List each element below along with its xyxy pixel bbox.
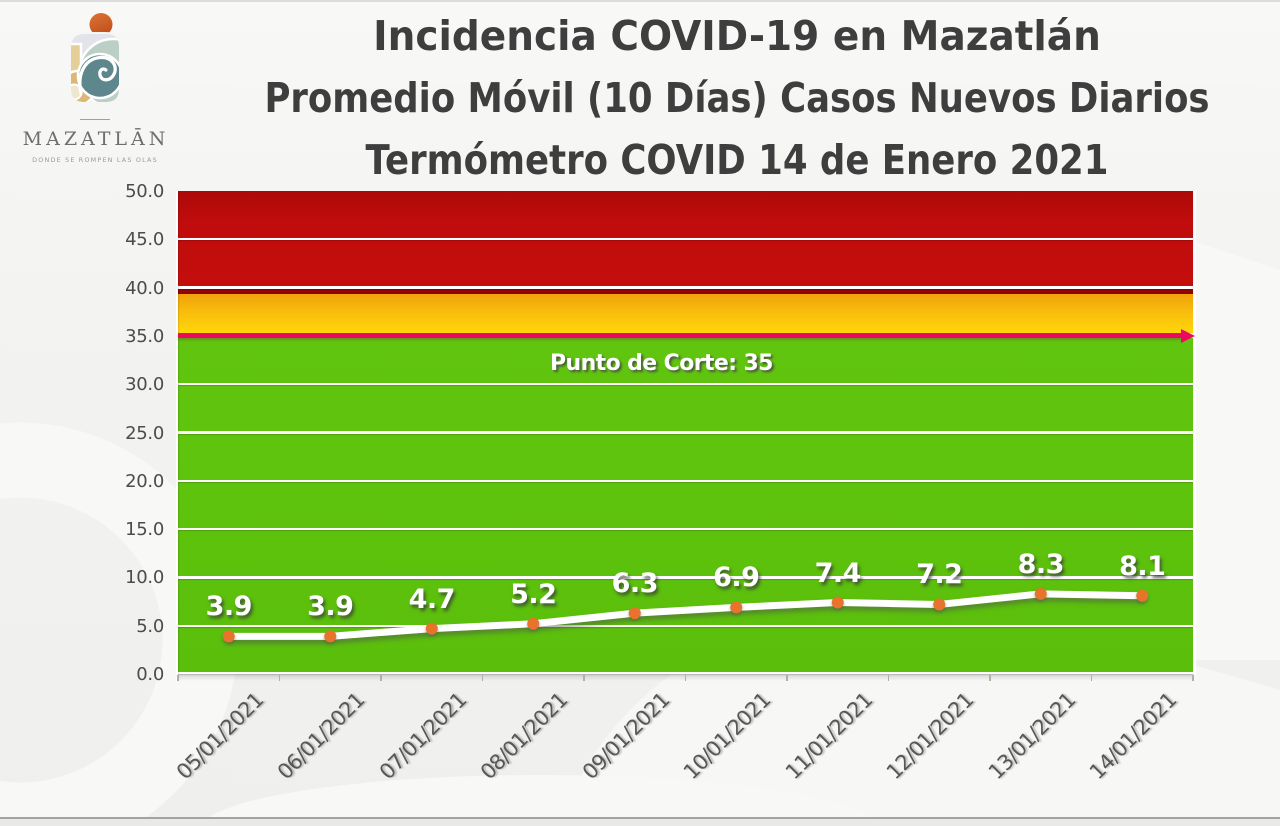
series-marker [933,598,946,611]
series-marker [527,617,540,630]
zone-band-green [178,338,1193,674]
gridline-20 [178,479,1193,482]
data-label: 6.3 [611,568,659,600]
cutoff-label: Punto de Corte: 35 [550,350,773,376]
data-label: 8.3 [1017,548,1065,580]
data-label: 3.9 [307,591,354,623]
data-label: 4.7 [408,583,456,615]
series-polyline [225,590,1146,640]
series-marker [1136,589,1149,602]
y-axis-label: 25.0 [125,422,164,444]
logo-tagline: DONDE SE ROMPEN LAS OLAS [32,156,158,164]
gridline-15 [178,527,1193,531]
x-axis-tick [887,675,890,681]
data-label: 6.9 [713,562,760,594]
series-marker [425,622,438,635]
data-label: 5.2 [510,578,557,610]
zone-band-yellow [178,294,1193,334]
y-axis-label: 20.0 [125,470,164,492]
slide-bottom-edge [0,817,1280,826]
x-axis-tick [1192,675,1194,681]
y-axis-label: 35.0 [125,325,164,347]
gridline-25 [178,431,1193,434]
series-marker [628,607,641,620]
chart-title-block: Incidencia COVID-19 en Mazatlán Promedio… [87,5,1280,191]
logo-divider-rule [80,119,110,120]
y-axis-label: 30.0 [125,374,164,396]
y-axis-label: 40.0 [125,277,164,299]
y-axis-label: 50.0 [125,181,164,202]
data-label: 8.1 [1119,550,1166,582]
cutoff-line [178,333,1181,339]
title-line-1: Incidencia COVID-19 en Mazatlán [373,12,1101,60]
mazatlan-logo: MAZATLĀN DONDE SE ROMPEN LAS OLAS [18,12,172,164]
x-axis-tick [989,675,991,681]
x-axis-tick [278,675,281,681]
slide-top-border [0,0,1280,2]
gridline-45 [178,238,1193,241]
series-marker [324,630,337,643]
y-axis-line [175,191,178,681]
logo-wordmark: MAZATLĀN [22,128,170,150]
x-axis-tick [177,675,179,681]
series-marker [222,630,235,643]
y-axis-label: 10.0 [125,567,164,589]
gridline-5 [178,624,1193,627]
gridline-10 [178,576,1193,579]
y-axis-label: 0.0 [136,664,164,685]
y-axis-label: 15.0 [125,519,164,541]
mazatlan-logo-mark-icon [69,13,121,104]
y-axis-label: 45.0 [125,229,164,251]
x-axis-tick [786,675,788,681]
data-label: 7.2 [916,559,963,591]
x-axis-tick [684,675,687,681]
series-marker [730,601,743,614]
plot-right-edge [1194,191,1197,674]
cutoff-arrow-icon [1181,328,1195,343]
gridline-30 [178,383,1193,386]
data-label: 7.4 [814,557,862,589]
series-marker [831,596,844,609]
data-label: 3.9 [205,591,253,623]
x-axis-tick [380,675,382,681]
x-axis-tick [1090,675,1093,681]
x-axis-tick [481,675,484,681]
gridline-baseline [178,672,1193,675]
y-axis-label: 5.0 [136,615,164,637]
title-line-3: Termómetro COVID 14 de Enero 2021 [365,136,1109,184]
zone-band-red-edge [178,287,1193,295]
zone-band-red [178,191,1193,295]
title-line-2: Promedio Móvil (10 Días) Casos Nuevos Di… [264,74,1210,122]
series-marker [1034,587,1047,600]
gridline-40 [178,286,1193,289]
x-axis-tick [583,675,585,681]
